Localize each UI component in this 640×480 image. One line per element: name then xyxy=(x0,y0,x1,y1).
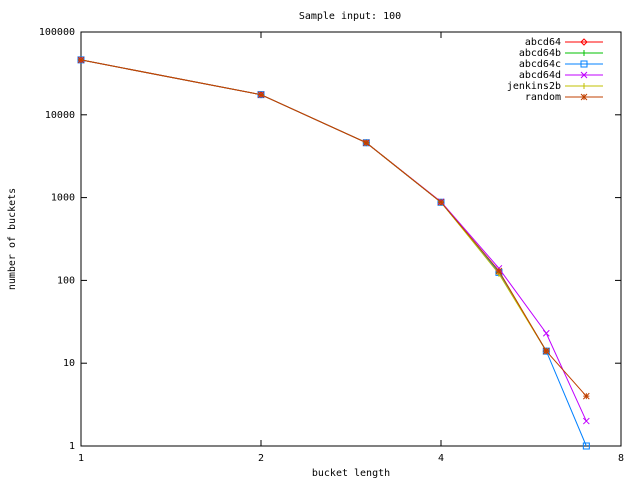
x-axis-label: bucket length xyxy=(312,468,390,479)
y-tick-label: 100000 xyxy=(39,27,75,38)
chart-title: Sample input: 100 xyxy=(299,11,401,22)
marker xyxy=(580,60,588,68)
x-tick-label: 8 xyxy=(618,453,624,464)
marker xyxy=(437,198,445,206)
marker xyxy=(580,93,588,101)
series-line xyxy=(80,59,547,352)
plot-frame xyxy=(80,31,622,447)
x-tick-label: 4 xyxy=(438,453,444,464)
legend-label: abcd64 xyxy=(525,37,561,48)
y-tick-label: 100 xyxy=(57,275,75,286)
legend-label: abcd64b xyxy=(519,48,561,59)
x-tick-label: 2 xyxy=(258,453,264,464)
marker xyxy=(542,347,550,355)
marker xyxy=(257,91,265,99)
marker xyxy=(542,329,550,337)
marker xyxy=(77,56,85,64)
marker xyxy=(581,83,587,89)
series-line xyxy=(80,59,587,397)
marker xyxy=(582,442,590,450)
marker xyxy=(580,71,588,79)
y-tick-label: 10 xyxy=(63,358,75,369)
series-line xyxy=(80,59,547,352)
y-tick-label: 1000 xyxy=(51,193,75,204)
marker xyxy=(582,417,590,425)
legend-label: abcd64c xyxy=(519,59,561,70)
marker xyxy=(495,267,503,275)
y-axis-label: number of buckets xyxy=(7,188,18,290)
series-line xyxy=(80,59,587,447)
y-tick-label: 10000 xyxy=(45,110,75,121)
marker xyxy=(581,50,587,56)
marker xyxy=(77,56,85,64)
series-line xyxy=(80,59,547,352)
legend-label: random xyxy=(525,92,561,103)
y-tick-label: 1 xyxy=(69,441,75,452)
marker xyxy=(582,392,590,400)
x-tick-label: 1 xyxy=(78,453,84,464)
marker xyxy=(580,38,588,46)
marker xyxy=(362,139,370,147)
legend-label: abcd64d xyxy=(519,70,561,81)
legend-label: jenkins2b xyxy=(507,81,561,92)
series-line xyxy=(80,59,587,422)
marker xyxy=(257,91,265,99)
